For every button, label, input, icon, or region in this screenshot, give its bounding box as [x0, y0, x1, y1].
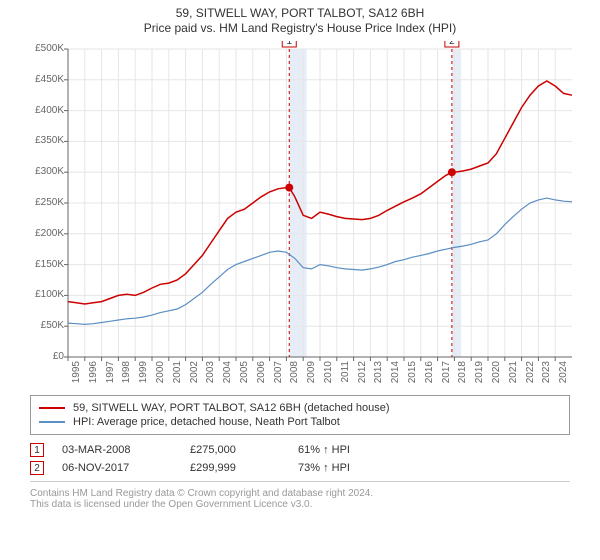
chart-svg: 12	[20, 41, 580, 389]
sale-events: 1 03-MAR-2008 £275,000 61% ↑ HPI 2 06-NO…	[30, 443, 570, 475]
x-tick-label: 2009	[306, 361, 317, 383]
footer-line-1: Contains HM Land Registry data © Crown c…	[30, 488, 570, 499]
y-axis-ticks: £0£50K£100K£150K£200K£250K£300K£350K£400…	[20, 41, 66, 357]
y-tick-label: £50K	[20, 320, 64, 331]
x-tick-label: 1997	[105, 361, 116, 383]
x-tick-label: 2003	[205, 361, 216, 383]
x-tick-label: 2006	[256, 361, 267, 383]
x-tick-label: 2007	[273, 361, 284, 383]
x-tick-label: 2020	[491, 361, 502, 383]
footer-line-2: This data is licensed under the Open Gov…	[30, 499, 570, 510]
sale-pct: 61% ↑ HPI	[298, 444, 408, 456]
x-tick-label: 2024	[558, 361, 569, 383]
sale-marker-icon: 1	[30, 443, 44, 457]
legend-box: 59, SITWELL WAY, PORT TALBOT, SA12 6BH (…	[30, 395, 570, 435]
x-tick-label: 2012	[357, 361, 368, 383]
svg-text:2: 2	[449, 41, 455, 47]
title-line-2: Price paid vs. HM Land Registry's House …	[0, 21, 600, 35]
legend-label-hpi: HPI: Average price, detached house, Neat…	[73, 416, 340, 428]
sale-marker-num: 2	[34, 463, 40, 474]
sale-pct: 73% ↑ HPI	[298, 462, 408, 474]
x-tick-label: 1998	[121, 361, 132, 383]
x-tick-label: 2018	[457, 361, 468, 383]
title-block: 59, SITWELL WAY, PORT TALBOT, SA12 6BH P…	[0, 0, 600, 37]
x-tick-label: 2016	[424, 361, 435, 383]
y-tick-label: £350K	[20, 135, 64, 146]
x-tick-label: 2015	[407, 361, 418, 383]
svg-text:1: 1	[286, 41, 292, 47]
legend-row-property: 59, SITWELL WAY, PORT TALBOT, SA12 6BH (…	[39, 402, 561, 414]
x-tick-label: 2002	[189, 361, 200, 383]
sale-date: 06-NOV-2017	[62, 462, 172, 474]
y-tick-label: £0	[20, 351, 64, 362]
footer-attribution: Contains HM Land Registry data © Crown c…	[30, 481, 570, 510]
x-tick-label: 2004	[222, 361, 233, 383]
y-tick-label: £250K	[20, 197, 64, 208]
y-tick-label: £450K	[20, 74, 64, 85]
x-tick-label: 2005	[239, 361, 250, 383]
x-tick-label: 2017	[441, 361, 452, 383]
legend-swatch-property	[39, 407, 65, 409]
x-tick-label: 2011	[340, 361, 351, 383]
x-tick-label: 2023	[541, 361, 552, 383]
x-tick-label: 2019	[474, 361, 485, 383]
sale-price: £275,000	[190, 444, 280, 456]
chart-area: 12 £0£50K£100K£150K£200K£250K£300K£350K£…	[20, 41, 580, 389]
x-tick-label: 2013	[373, 361, 384, 383]
x-tick-label: 2008	[289, 361, 300, 383]
y-tick-label: £500K	[20, 43, 64, 54]
y-tick-label: £100K	[20, 289, 64, 300]
legend-label-property: 59, SITWELL WAY, PORT TALBOT, SA12 6BH (…	[73, 402, 390, 414]
x-tick-label: 1995	[71, 361, 82, 383]
x-tick-label: 1999	[138, 361, 149, 383]
sale-row: 2 06-NOV-2017 £299,999 73% ↑ HPI	[30, 461, 570, 475]
y-tick-label: £200K	[20, 228, 64, 239]
title-line-1: 59, SITWELL WAY, PORT TALBOT, SA12 6BH	[0, 6, 600, 20]
x-tick-label: 2000	[155, 361, 166, 383]
x-tick-label: 2021	[508, 361, 519, 383]
sale-date: 03-MAR-2008	[62, 444, 172, 456]
sale-price: £299,999	[190, 462, 280, 474]
x-tick-label: 2001	[172, 361, 183, 383]
y-tick-label: £150K	[20, 259, 64, 270]
x-tick-label: 2010	[323, 361, 334, 383]
sale-marker-num: 1	[34, 445, 40, 456]
legend-swatch-hpi	[39, 421, 65, 423]
chart-container: 59, SITWELL WAY, PORT TALBOT, SA12 6BH P…	[0, 0, 600, 560]
y-tick-label: £300K	[20, 166, 64, 177]
sale-marker-icon: 2	[30, 461, 44, 475]
x-tick-label: 2014	[390, 361, 401, 383]
x-tick-label: 2022	[525, 361, 536, 383]
x-axis-ticks: 1995 1996 1997 1998 1999 2000 2001 2002 2003 2004…	[68, 357, 572, 397]
x-tick-label: 1996	[88, 361, 99, 383]
legend-row-hpi: HPI: Average price, detached house, Neat…	[39, 416, 561, 428]
sale-row: 1 03-MAR-2008 £275,000 61% ↑ HPI	[30, 443, 570, 457]
y-tick-label: £400K	[20, 105, 64, 116]
